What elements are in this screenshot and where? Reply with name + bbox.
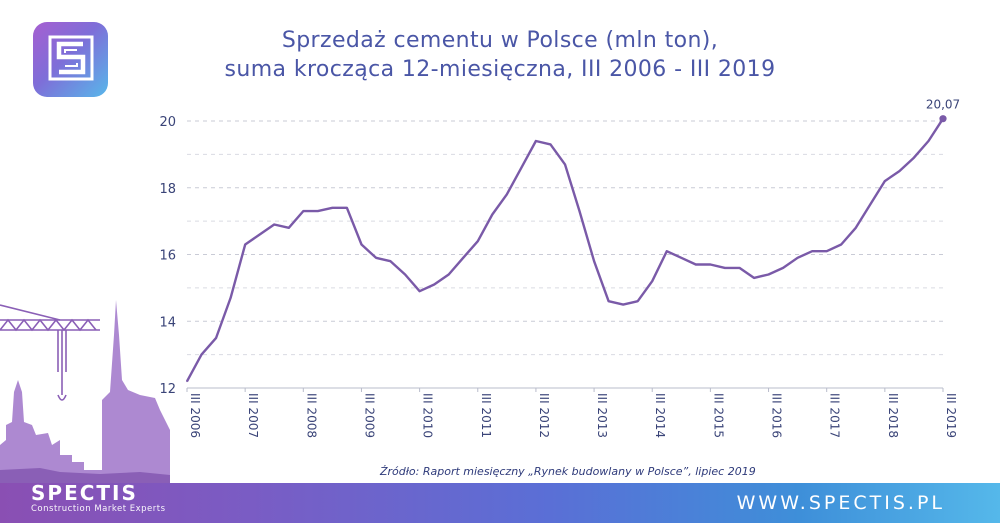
data-point (665, 250, 668, 252)
x-tick-label: III 2014 (653, 393, 667, 438)
data-point (695, 263, 697, 266)
x-tick-label: III 2011 (479, 393, 493, 438)
construction-silhouette (0, 300, 170, 483)
data-point (840, 243, 843, 246)
data-point (476, 240, 479, 242)
x-tick-label: III 2006 (188, 393, 202, 438)
data-point (331, 206, 334, 209)
data-point (607, 300, 610, 303)
x-tick-label: III 2015 (711, 393, 725, 438)
brand-name: SPECTIS (31, 481, 138, 505)
data-point (680, 257, 683, 259)
data-point (418, 290, 421, 293)
y-tick-label: 18 (159, 182, 176, 197)
chart-grid (187, 120, 943, 356)
data-point (796, 257, 799, 259)
data-point (346, 206, 348, 209)
footer-band: WWW.SPECTIS.PL (0, 483, 1000, 523)
data-point (244, 243, 246, 246)
data-point (549, 143, 552, 146)
data-point (215, 337, 217, 339)
data-point (447, 273, 450, 276)
last-value-label: 20,07 (926, 98, 960, 112)
data-point (229, 297, 232, 299)
data-point (724, 267, 726, 269)
data-point (869, 203, 872, 206)
data-point (825, 250, 828, 252)
x-tick-label: III 2019 (944, 393, 958, 438)
chart-title-line-2: suma krocząca 12-miesięczna, III 2006 - … (224, 57, 776, 82)
data-point (767, 273, 770, 276)
data-point (709, 263, 712, 266)
data-point (753, 277, 755, 279)
data-point (317, 210, 319, 212)
data-point (462, 257, 465, 259)
data-point (811, 250, 813, 252)
data-point (287, 227, 290, 229)
x-tick-label: III 2017 (828, 393, 842, 438)
x-tick-label: III 2013 (595, 393, 609, 438)
data-point (273, 223, 276, 226)
data-point (520, 166, 523, 169)
x-tick-label: III 2018 (886, 393, 900, 438)
x-tick-label: III 2012 (537, 393, 551, 438)
data-point (404, 273, 406, 276)
data-point (389, 260, 392, 262)
data-point (186, 380, 188, 383)
y-tick-label: 16 (159, 249, 176, 264)
data-point (535, 140, 537, 142)
data-point (884, 180, 886, 182)
data-point (898, 170, 901, 172)
y-tick-label: 20 (159, 115, 176, 130)
data-point (506, 193, 508, 196)
brand-tagline: Construction Market Experts (31, 504, 166, 514)
y-tick-label: 12 (159, 382, 176, 397)
x-tick-label: III 2009 (362, 393, 376, 438)
y-tick-label: 14 (159, 315, 176, 330)
data-point (375, 257, 377, 259)
data-point (593, 260, 595, 262)
data-point (578, 210, 581, 212)
website-link[interactable]: WWW.SPECTIS.PL (736, 492, 945, 514)
chart-title: Sprzedaż cementu w Polsce (mln ton), sum… (150, 26, 850, 84)
data-point (651, 280, 654, 283)
data-point (738, 267, 741, 269)
chart-title-line-1: Sprzedaż cementu w Polsce (mln ton), (281, 28, 719, 53)
crane-icon (0, 304, 100, 401)
y-axis: 12 14 16 18 20 (159, 115, 176, 397)
data-point (491, 213, 494, 216)
data-point (913, 156, 915, 159)
x-tick-label: III 2008 (304, 393, 318, 438)
data-point (854, 227, 857, 229)
x-tick-label: III 2010 (421, 393, 435, 438)
data-point (927, 140, 930, 142)
series-points (186, 115, 947, 383)
x-tick-label: III 2016 (770, 393, 784, 438)
data-point (782, 267, 784, 269)
data-point (622, 303, 624, 306)
data-point (302, 210, 305, 212)
x-tick-label: III 2007 (246, 393, 260, 438)
brand-block: SPECTIS Construction Market Experts (31, 482, 166, 514)
last-data-point (939, 115, 947, 123)
spectis-s-logo-icon (47, 34, 95, 86)
data-point (200, 353, 203, 356)
data-point (360, 243, 363, 246)
x-axis: III 2006 III 2007 III 2008 III 2009 III 2010… (186, 387, 958, 438)
series-line (185, 118, 945, 382)
data-point (258, 233, 261, 236)
data-point (636, 300, 639, 303)
source-note: Źródło: Raport miesięczny „Rynek budowla… (380, 465, 756, 478)
data-point (433, 283, 435, 286)
spectis-logo (33, 22, 108, 97)
data-point (564, 163, 566, 166)
